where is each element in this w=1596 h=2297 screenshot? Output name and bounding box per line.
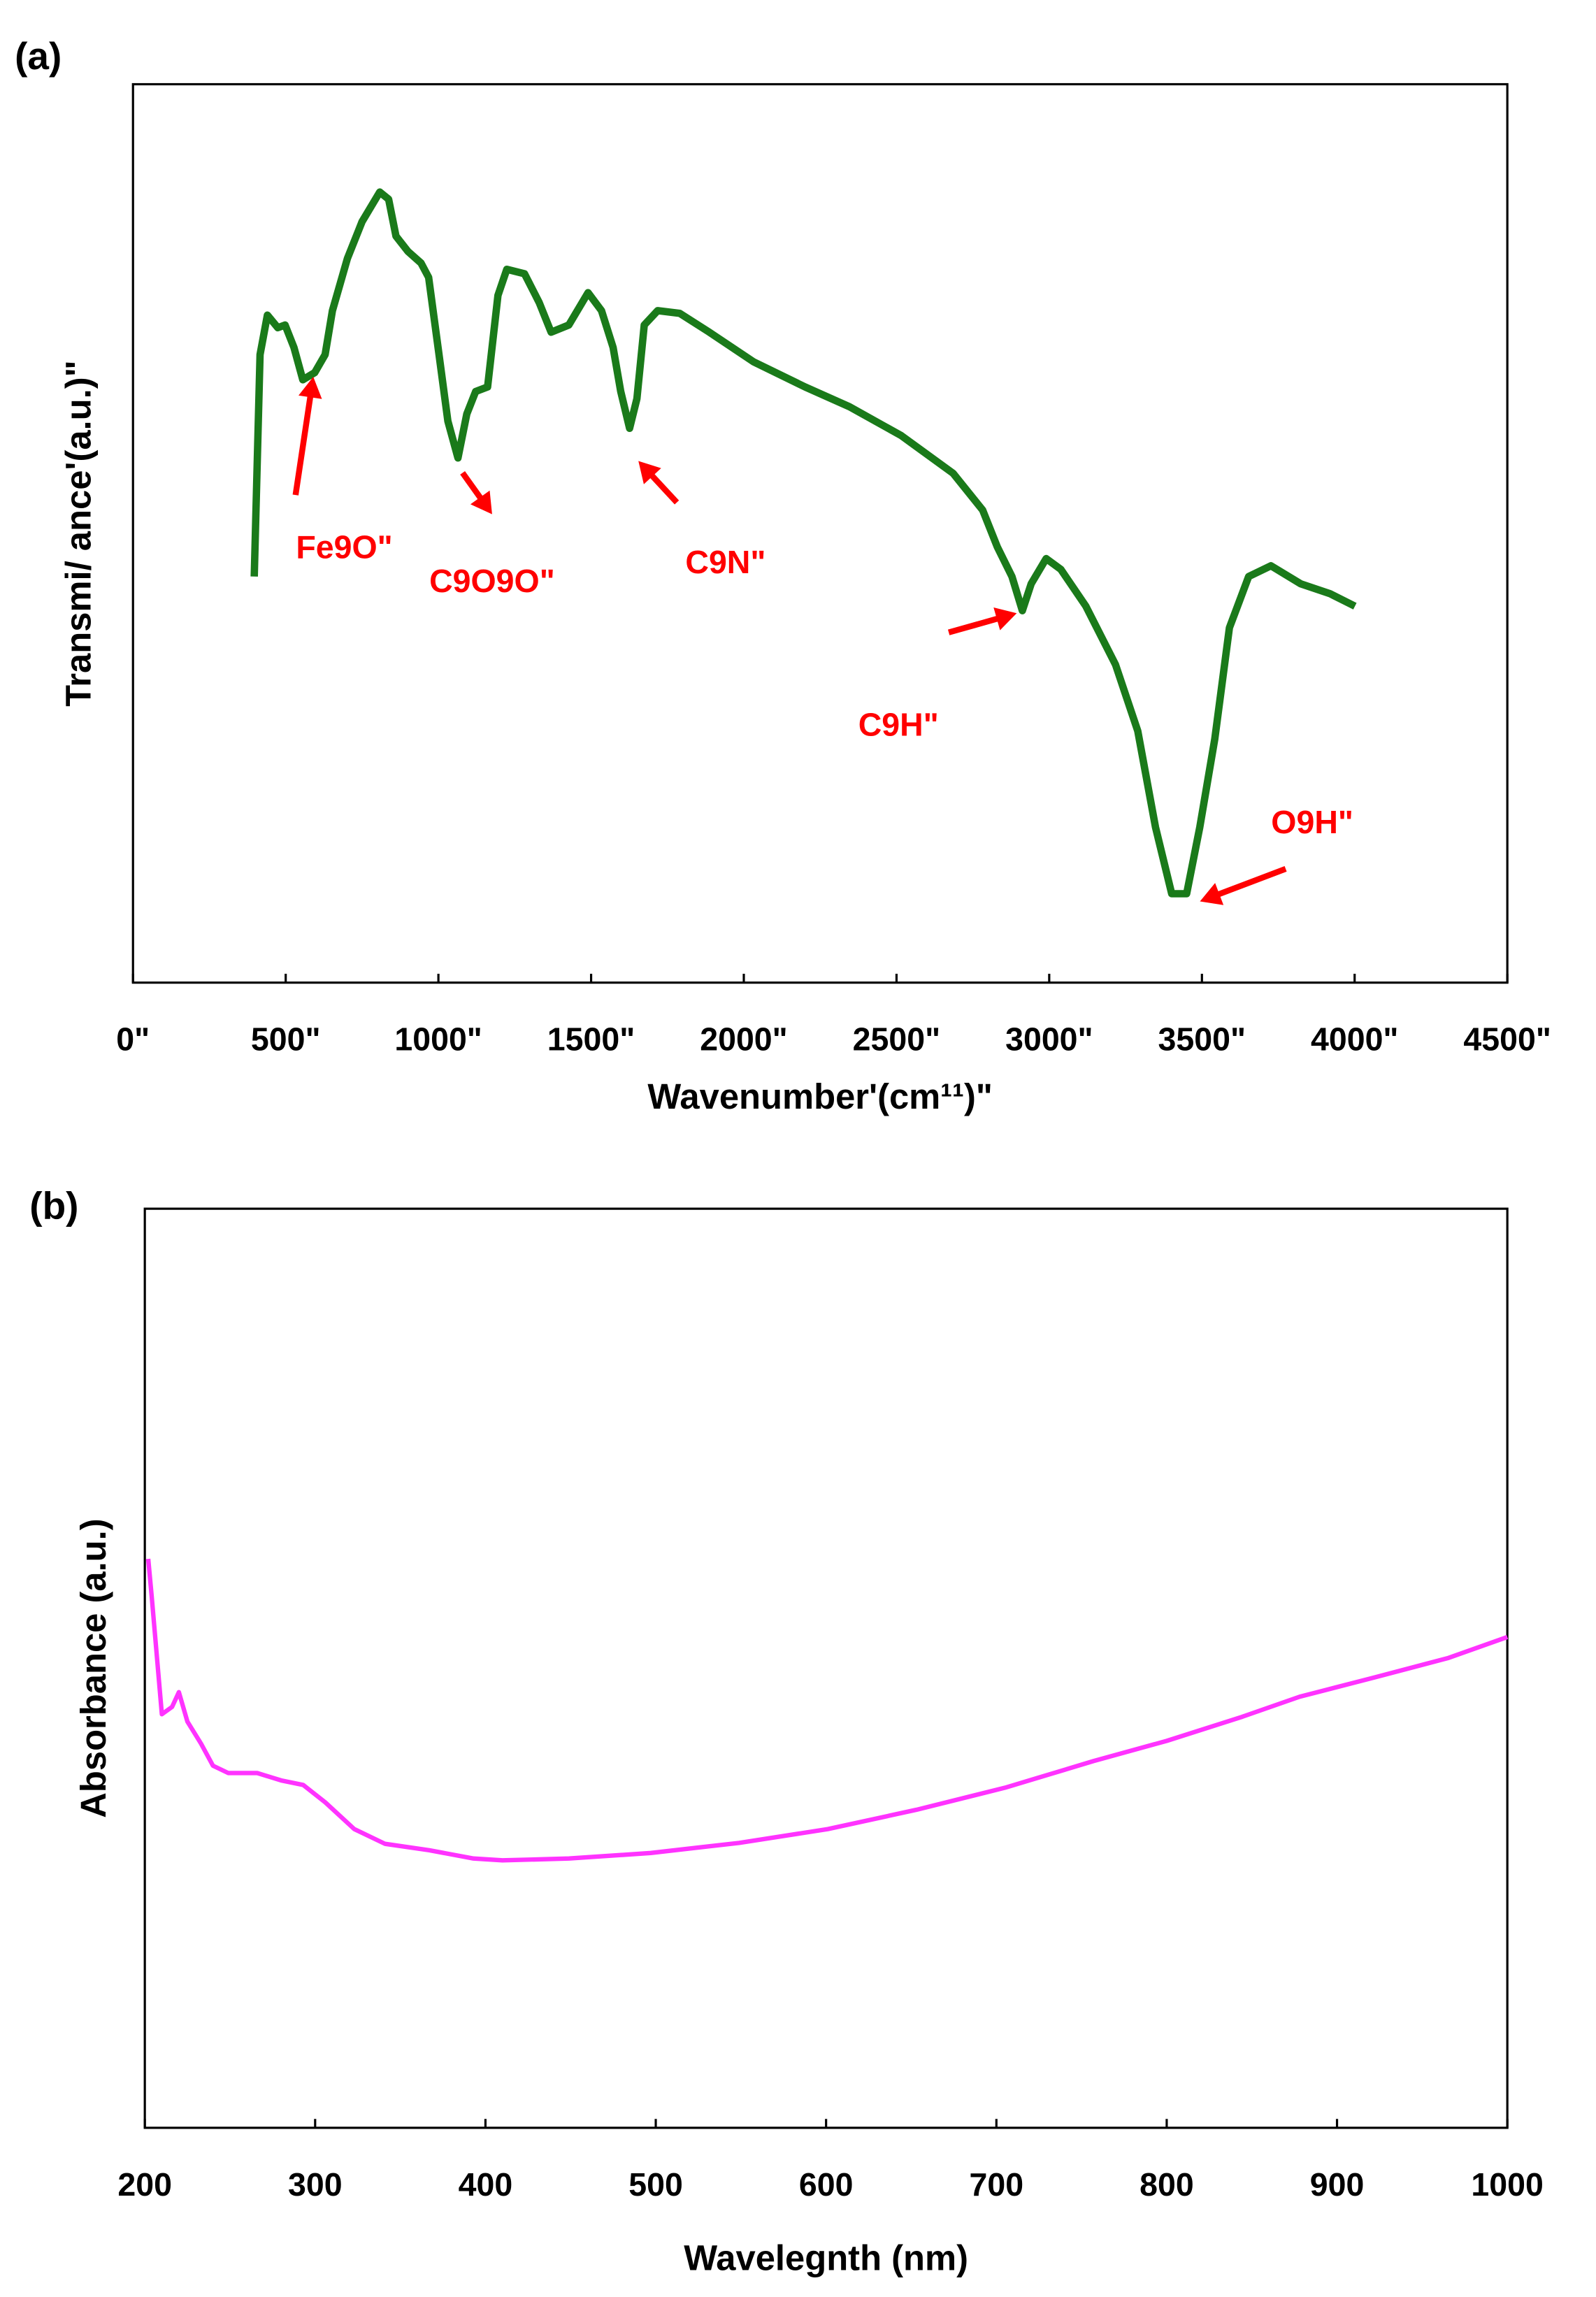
arrow-head	[299, 377, 322, 399]
y-axis-label: Transmi/ ance'(a.u.)"	[59, 360, 99, 707]
x-tick-label: 500	[628, 2166, 683, 2203]
x-tick-label: 300	[288, 2166, 343, 2203]
x-tick-label: 600	[799, 2166, 854, 2203]
x-tick-label: 0"	[116, 1021, 150, 1058]
x-tick-label: 700	[969, 2166, 1023, 2203]
annotation: C9H"	[858, 706, 939, 742]
x-tick-label: 500"	[251, 1021, 321, 1058]
annotation-arrow	[947, 613, 1007, 635]
x-tick-label: 800	[1140, 2166, 1194, 2203]
arrow-head	[638, 461, 661, 484]
x-axis-label: Wavelegnth (nm)	[684, 2238, 968, 2278]
x-tick-label: 2000"	[700, 1021, 788, 1058]
x-tick-label: 900	[1310, 2166, 1365, 2203]
x-tick-label: 2500"	[853, 1021, 941, 1058]
x-tick-label: 1000	[1471, 2166, 1543, 2203]
data-line	[250, 188, 1357, 898]
annotation: C9N"	[685, 544, 765, 580]
x-tick-label: 3000"	[1005, 1021, 1093, 1058]
x-tick-label: 400	[459, 2166, 513, 2203]
panel-label: (b)	[29, 1184, 78, 1227]
x-tick-label: 4500"	[1463, 1021, 1551, 1058]
y-axis-label: Absorbance (a.u.)	[73, 1518, 113, 1817]
plot-frame	[131, 82, 1509, 984]
plot-frame	[143, 1207, 1509, 2129]
x-tick-label: 1500"	[547, 1021, 635, 1058]
data-line	[145, 1558, 1509, 1863]
arrow-head	[993, 607, 1017, 631]
panel-label: (a)	[15, 34, 62, 78]
annotation: C9O9O"	[429, 563, 555, 599]
x-tick-label: 4000"	[1311, 1021, 1399, 1058]
x-tick-label: 200	[117, 2166, 172, 2203]
x-tick-label: 1000"	[394, 1021, 482, 1058]
arrow-head	[470, 490, 492, 514]
x-axis-label: Wavenumber'(cm¹¹)"	[647, 1077, 993, 1116]
annotation-arrow	[292, 388, 315, 496]
annotation: Fe9O"	[296, 529, 392, 566]
x-tick-label: 3500"	[1158, 1021, 1246, 1058]
arrow-head	[1200, 883, 1224, 905]
annotation-arrow	[1209, 865, 1287, 900]
annotation: O9H"	[1271, 804, 1353, 840]
